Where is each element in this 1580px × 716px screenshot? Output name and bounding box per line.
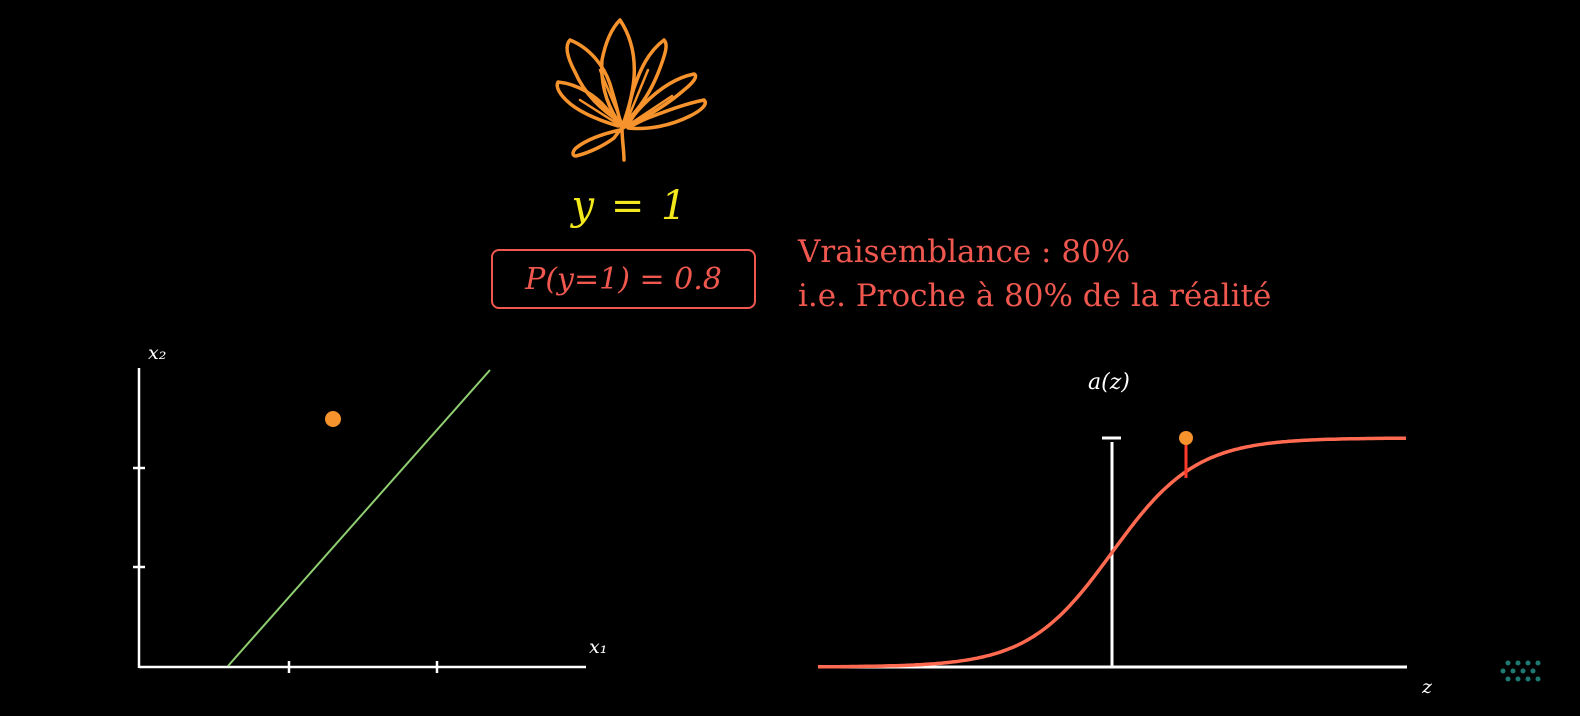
likelihood-caption-line-1: Vraisemblance : 80%	[798, 234, 1131, 270]
probability-text: P(y=1) = 0.8	[525, 261, 722, 297]
x1-axis-label: x₁	[589, 636, 608, 658]
sample-point	[325, 411, 341, 427]
probability-box: P(y=1) = 0.8	[491, 249, 756, 309]
z-axis-label: z	[1422, 676, 1433, 698]
class-label-equation: y = 1	[571, 183, 689, 229]
x2-axis-label: x₂	[148, 342, 167, 364]
maple-leaf-icon	[555, 18, 707, 162]
sigmoid-y-axis-label: a(z)	[1088, 370, 1130, 395]
dot-grid-logo-icon	[1500, 660, 1541, 682]
sigmoid-curve	[818, 436, 1406, 669]
likelihood-caption: Vraisemblance : 80% i.e. Proche à 80% de…	[798, 230, 1271, 318]
likelihood-caption-line-2: i.e. Proche à 80% de la réalité	[798, 278, 1272, 314]
left-plot-axes	[133, 368, 586, 673]
sample-point-on-sigmoid	[1179, 431, 1193, 445]
decision-boundary-line	[227, 369, 491, 667]
